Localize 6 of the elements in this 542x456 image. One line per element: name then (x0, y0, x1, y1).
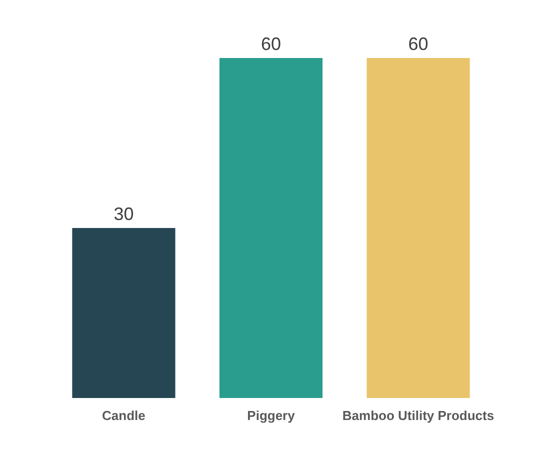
x-tick-label: Piggery (247, 408, 296, 423)
data-label: 60 (260, 34, 282, 54)
data-label: 30 (114, 204, 134, 224)
x-tick-label: Bamboo Utility Products (342, 408, 494, 423)
x-tick-label: Candle (102, 408, 146, 423)
data-label: 60 (408, 34, 428, 54)
